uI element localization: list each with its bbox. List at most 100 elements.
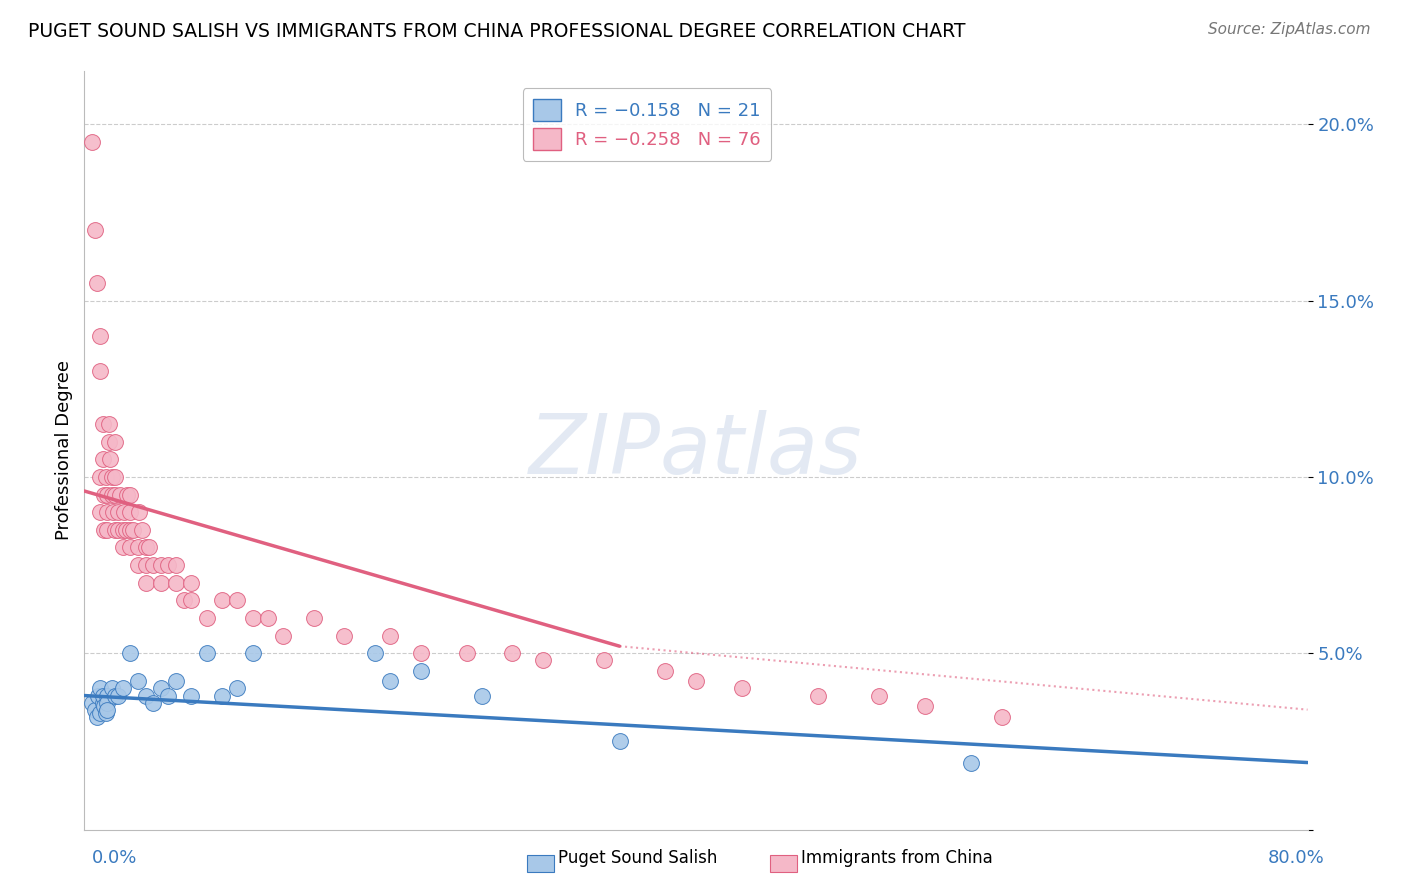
Point (180, 689, 202, 703)
Point (157, 558, 180, 572)
Text: PUGET SOUND SALISH VS IMMIGRANTS FROM CHINA PROFESSIONAL DEGREE CORRELATION CHAR: PUGET SOUND SALISH VS IMMIGRANTS FROM CH… (28, 22, 966, 41)
Point (456, 646, 478, 660)
Point (104, 434, 127, 449)
Point (502, 646, 524, 660)
Point (96, 487, 118, 501)
Point (142, 696, 165, 710)
Point (333, 629, 356, 643)
Point (120, 646, 142, 660)
Point (226, 593, 249, 607)
Point (96, 696, 118, 710)
Point (111, 541, 134, 555)
Point (80, 696, 103, 710)
Point (104, 689, 127, 703)
Point (165, 558, 187, 572)
Point (138, 541, 160, 555)
Point (914, 699, 936, 714)
Point (195, 646, 218, 660)
Point (104, 487, 127, 501)
Point (127, 541, 149, 555)
Point (128, 505, 150, 519)
Point (654, 664, 676, 678)
Point (86, 709, 108, 723)
Point (91, 452, 114, 467)
Point (94, 706, 117, 721)
Point (131, 523, 153, 537)
Point (104, 470, 127, 484)
Point (107, 689, 129, 703)
Point (97, 434, 120, 449)
Point (93, 523, 115, 537)
Point (93, 487, 115, 501)
Point (180, 575, 202, 590)
Point (226, 681, 249, 696)
Point (135, 575, 157, 590)
Point (302, 611, 325, 625)
Y-axis label: Professional Degree: Professional Degree (55, 360, 73, 541)
Text: Source: ZipAtlas.com: Source: ZipAtlas.com (1208, 22, 1371, 37)
Point (120, 487, 142, 501)
Point (135, 558, 157, 572)
Point (101, 470, 124, 484)
Point (165, 674, 187, 689)
Point (91, 696, 114, 710)
Legend: R = −0.158   N = 21, R = −0.258   N = 76: R = −0.158 N = 21, R = −0.258 N = 76 (523, 88, 772, 161)
Point (89, 681, 111, 696)
Point (108, 487, 131, 501)
Point (211, 593, 233, 607)
Point (685, 674, 707, 689)
Point (84, 223, 107, 237)
Point (173, 593, 195, 607)
Point (409, 646, 432, 660)
Point (89, 329, 111, 343)
Text: ZIPatlas: ZIPatlas (529, 410, 863, 491)
Point (127, 558, 149, 572)
Point (89, 505, 111, 519)
Point (807, 689, 830, 703)
Point (91, 689, 114, 703)
Point (103, 505, 125, 519)
Point (242, 646, 264, 660)
Point (101, 681, 124, 696)
Point (380, 674, 402, 689)
Point (96, 505, 118, 519)
Point (869, 689, 891, 703)
Point (609, 734, 631, 748)
Point (111, 681, 134, 696)
Point (114, 523, 136, 537)
Point (84, 703, 107, 717)
Text: 0.0%: 0.0% (91, 849, 136, 867)
Point (120, 523, 142, 537)
Point (471, 689, 494, 703)
Point (86, 276, 108, 290)
Point (149, 681, 172, 696)
Point (96, 703, 118, 717)
Point (96, 523, 118, 537)
Point (98, 452, 121, 467)
Point (93, 699, 115, 714)
Point (122, 523, 145, 537)
Point (731, 681, 754, 696)
Point (120, 505, 142, 519)
Point (101, 487, 124, 501)
Point (96, 689, 118, 703)
Point (409, 664, 432, 678)
Point (104, 523, 127, 537)
Point (242, 611, 264, 625)
Point (111, 523, 134, 537)
Point (89, 364, 111, 378)
Point (180, 593, 202, 607)
Point (149, 558, 172, 572)
Point (531, 653, 554, 667)
Point (271, 629, 294, 643)
Point (149, 575, 172, 590)
Point (127, 674, 149, 689)
Point (195, 611, 218, 625)
Point (97, 417, 120, 431)
Point (107, 505, 129, 519)
Point (257, 611, 280, 625)
Point (94, 470, 117, 484)
Text: 80.0%: 80.0% (1268, 849, 1324, 867)
Point (142, 558, 165, 572)
Point (364, 646, 387, 660)
